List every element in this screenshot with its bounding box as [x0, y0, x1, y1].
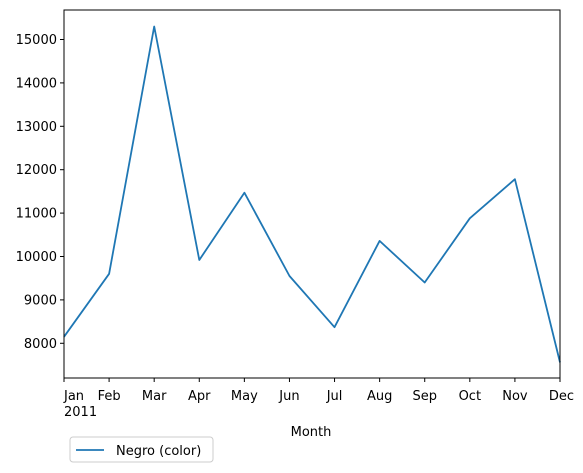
- y-tick-label: 12000: [16, 163, 57, 178]
- y-tick-label: 10000: [16, 250, 57, 265]
- y-tick-label: 8000: [24, 337, 57, 352]
- legend: Negro (color): [69, 436, 214, 463]
- y-tick-label: 13000: [16, 120, 57, 135]
- legend-label: Negro (color): [116, 444, 201, 459]
- y-tick-label: 15000: [16, 33, 57, 48]
- x-tick-label: Oct: [459, 389, 481, 404]
- x-tick-label: Dec: [549, 389, 574, 404]
- x-axis-label: Month: [291, 425, 332, 440]
- x-tick-label: Aug: [367, 389, 392, 404]
- y-tick-label: 14000: [16, 76, 57, 91]
- x-tick-sublabel: 2011: [64, 405, 97, 420]
- x-tick-label: Feb: [98, 389, 121, 404]
- x-tick-label: May: [231, 389, 258, 404]
- x-tick-label: Nov: [502, 389, 528, 404]
- y-tick-label: 9000: [24, 293, 57, 308]
- x-tick-label: Jul: [326, 389, 343, 404]
- x-tick-label: Apr: [188, 389, 211, 404]
- y-tick-label: 11000: [16, 207, 57, 222]
- plot-frame: [63, 9, 561, 379]
- x-tick-label: Sep: [412, 389, 437, 404]
- x-tick-label: Mar: [142, 389, 167, 404]
- y-axis: 8000 9000 10000 11000 12000 13000 14000 15000: [16, 33, 64, 352]
- x-tick-label: Jan: [63, 389, 84, 404]
- series-line-negro-color: [63, 25, 561, 363]
- legend-box: [69, 436, 214, 463]
- plot-background: [64, 10, 560, 378]
- x-axis: Jan Feb Mar Apr May Jun Jul Aug Sep Oct Nov Dec: [63, 378, 574, 404]
- x-tick-label: Jun: [278, 389, 299, 404]
